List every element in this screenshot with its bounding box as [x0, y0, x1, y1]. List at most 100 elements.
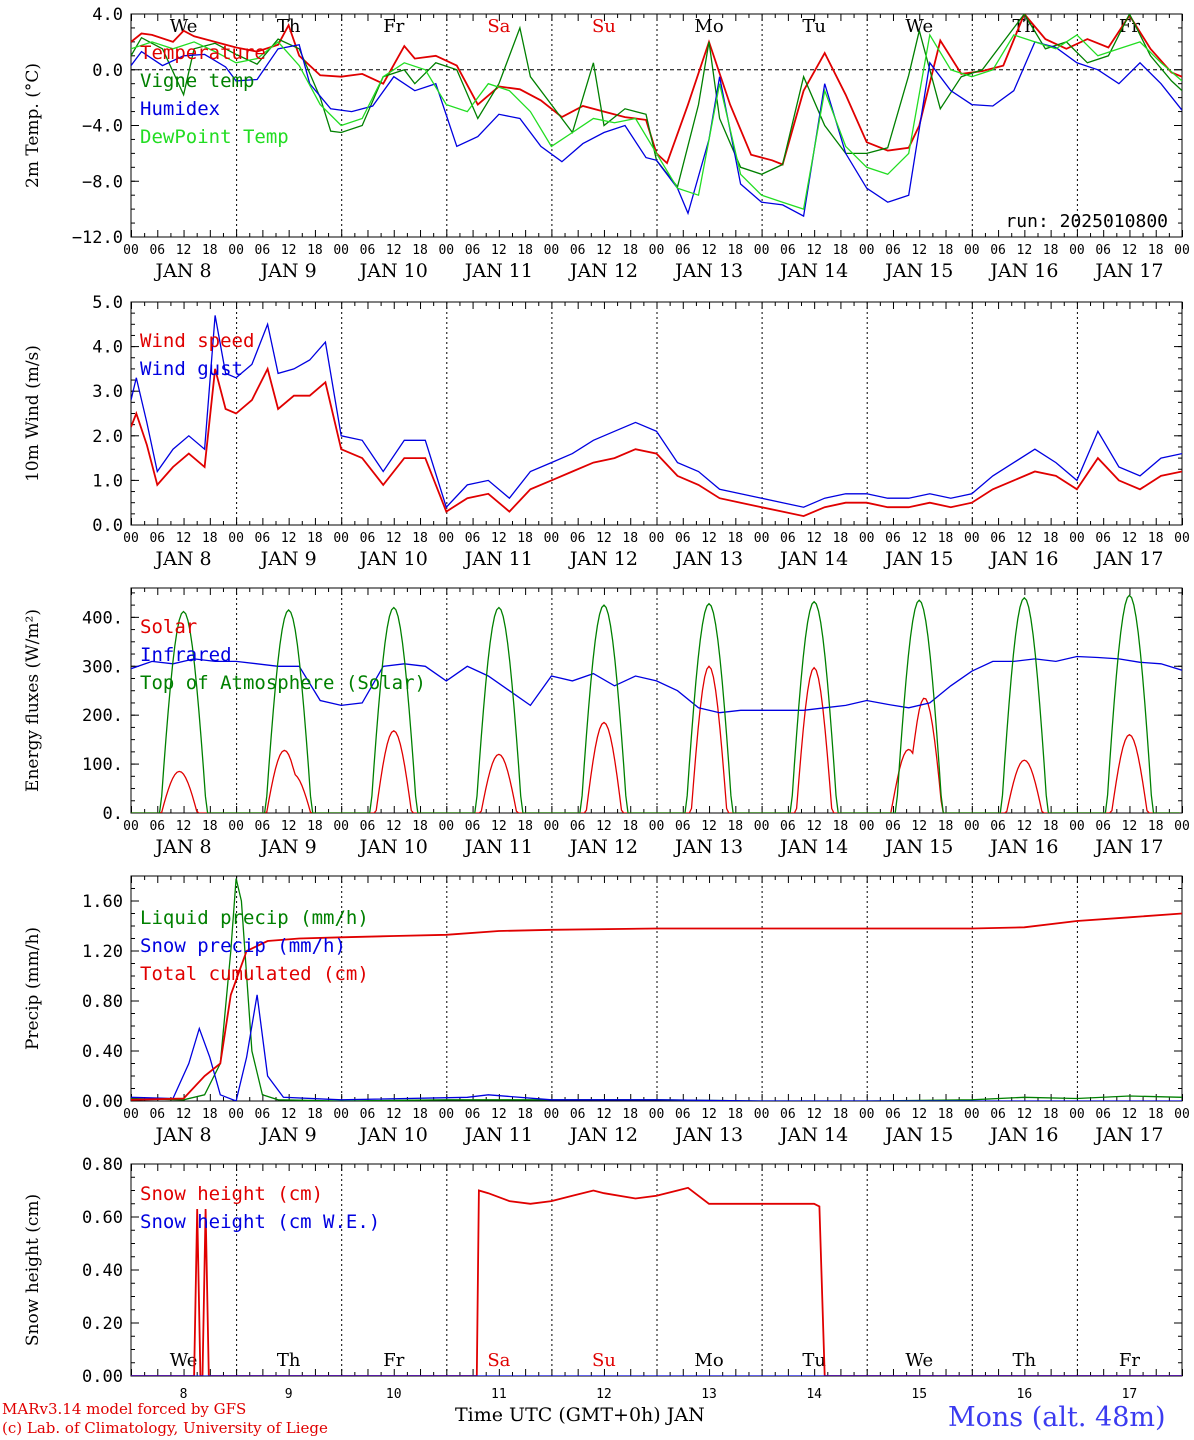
series-line-humidex	[131, 41, 1182, 218]
hour-label: 06	[990, 1107, 1006, 1122]
hour-label: 12	[386, 1107, 402, 1122]
hour-label: 18	[938, 819, 954, 834]
y-tick-label: 0.60	[82, 1208, 123, 1228]
hour-label: 00	[964, 1107, 980, 1122]
weekday-label: Th	[277, 1350, 301, 1371]
day-number: 11	[491, 1387, 507, 1402]
copyright: (c) Lab. of Climatology, University of L…	[2, 1419, 328, 1437]
hour-label: 06	[360, 819, 376, 834]
day-number: 15	[911, 1387, 927, 1402]
hour-label: 00	[123, 1107, 139, 1122]
series-line-wind-gust	[131, 315, 1182, 509]
hour-label: 18	[412, 819, 428, 834]
series-group	[131, 315, 1182, 518]
hour-label: 18	[517, 531, 533, 546]
hour-label: 18	[833, 1107, 849, 1122]
legend-entry: Wind speed	[140, 330, 254, 352]
hour-label: 00	[1069, 1107, 1085, 1122]
hour-label: 00	[754, 531, 770, 546]
hour-label: 12	[491, 531, 507, 546]
hour-label: 00	[649, 531, 665, 546]
panel-5: 0.80 0.60 0.40 0.20 0.00 Snow height (cm) We Th…	[23, 1155, 1183, 1402]
hour-label: 18	[307, 819, 323, 834]
y-tick-label: 4.0	[92, 338, 123, 358]
hour-label: 18	[727, 243, 743, 258]
date-label: JAN 9	[259, 260, 317, 282]
y-tick-label: 0.80	[82, 1155, 123, 1175]
y-tick-label: 100.	[82, 755, 123, 775]
weekday-label: Fr	[383, 16, 404, 37]
y-tick-label: 1.20	[82, 942, 123, 962]
hour-label: 12	[1122, 531, 1138, 546]
series-line-liquid-precip-mm-h-	[131, 878, 1182, 1101]
y-tick-label: 0.00	[82, 1367, 123, 1387]
y-tick-label: 4.0	[92, 5, 123, 25]
hour-label: 18	[202, 1107, 218, 1122]
y-tick-label: 2.0	[92, 427, 123, 447]
y-tick-label: 0.00	[82, 1092, 123, 1112]
weekday-label: We	[170, 1350, 198, 1371]
day-number: 10	[386, 1387, 402, 1402]
hour-label: 00	[754, 1107, 770, 1122]
hour-label: 18	[412, 1107, 428, 1122]
series-line-snow-height-cm-	[131, 1186, 1182, 1376]
weekday-label: Su	[592, 16, 616, 37]
hour-label: 06	[255, 531, 271, 546]
hour-label: 12	[596, 243, 612, 258]
hour-label: 18	[1043, 243, 1059, 258]
hour-label: 18	[622, 243, 638, 258]
date-label: JAN 8	[154, 836, 212, 858]
series-group	[131, 14, 1182, 218]
y-tick-label: 0.40	[82, 1042, 123, 1062]
day-number: 14	[806, 1387, 822, 1402]
hour-label: 06	[255, 243, 271, 258]
date-label: JAN 17	[1093, 548, 1163, 570]
hour-label: 18	[727, 531, 743, 546]
hour-label: 18	[517, 1107, 533, 1122]
series-line-top-of-atmosphere-solar-	[131, 594, 1180, 813]
hour-label: 12	[176, 243, 192, 258]
hour-label: 00	[228, 531, 244, 546]
date-label: JAN 12	[568, 1124, 638, 1146]
hour-label: 12	[176, 531, 192, 546]
hour-label: 12	[386, 531, 402, 546]
hour-label: 00	[333, 1107, 349, 1122]
hour-label: 00	[859, 243, 875, 258]
hour-label: 06	[149, 819, 165, 834]
date-label: JAN 16	[988, 260, 1058, 282]
hour-label: 12	[911, 243, 927, 258]
hour-label: 06	[885, 243, 901, 258]
date-label: JAN 11	[463, 836, 533, 858]
hour-label: 06	[990, 819, 1006, 834]
series-line-vigne-temp	[131, 14, 1182, 189]
hour-label: 18	[202, 243, 218, 258]
weekday-label: Sa	[487, 16, 510, 37]
hour-label: 06	[1095, 531, 1111, 546]
hour-label: 12	[281, 819, 297, 834]
hour-label: 00	[1069, 819, 1085, 834]
hour-label: 06	[885, 819, 901, 834]
y-axis-label: Snow height (cm)	[23, 1194, 43, 1346]
hour-label: 00	[964, 819, 980, 834]
hour-label: 00	[1174, 1107, 1190, 1122]
hour-label: 12	[176, 1107, 192, 1122]
hour-label: 00	[544, 1107, 560, 1122]
series-line-wind-speed	[131, 366, 1182, 518]
date-label: JAN 15	[883, 548, 953, 570]
hour-label: 00	[123, 531, 139, 546]
hour-label: 12	[701, 243, 717, 258]
y-tick-label: 0.80	[82, 992, 123, 1012]
legend-entry: Snow height (cm W.E.)	[140, 1211, 380, 1233]
date-label: JAN 17	[1093, 1124, 1163, 1146]
y-axis-label: Energy fluxes (W/m²)	[23, 609, 43, 792]
legend-entry: Vigne temp	[140, 70, 254, 92]
hour-label: 00	[438, 1107, 454, 1122]
date-label: JAN 12	[568, 260, 638, 282]
x-axis-label: Time UTC (GMT+0h) JAN	[455, 1404, 705, 1426]
date-label: JAN 8	[154, 548, 212, 570]
hour-label: 12	[911, 531, 927, 546]
date-label: JAN 9	[259, 836, 317, 858]
date-label: JAN 10	[358, 1124, 428, 1146]
hour-label: 06	[780, 243, 796, 258]
y-tick-label: 0.0	[92, 61, 123, 81]
